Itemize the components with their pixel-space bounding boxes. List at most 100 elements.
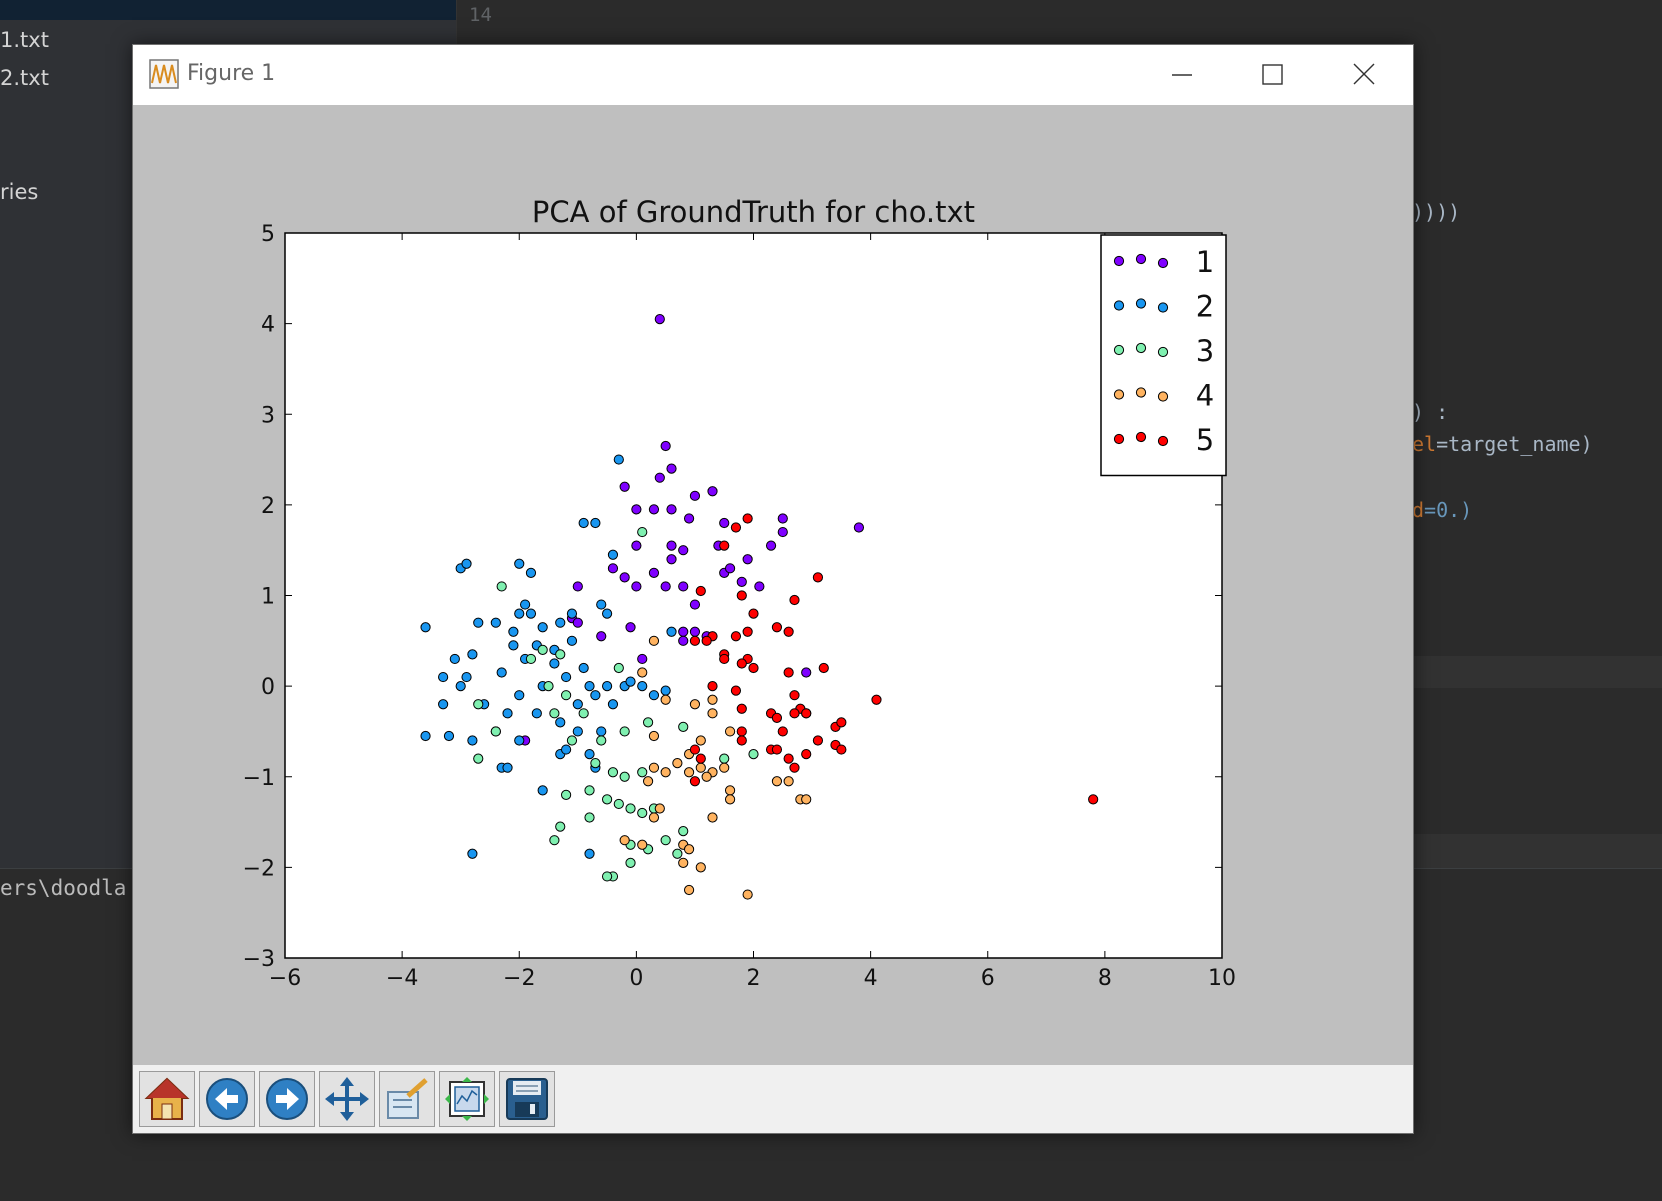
scatter-point-series-3 — [637, 526, 648, 538]
scatter-point-series-5 — [742, 626, 753, 637]
scatter-point-series-4 — [707, 694, 718, 705]
scatter-point-series-4 — [683, 844, 695, 855]
scatter-point-series-5 — [801, 708, 812, 719]
scatter-point-series-3 — [584, 812, 595, 823]
scatter-point-series-4 — [783, 776, 794, 787]
scatter-point-series-2 — [566, 635, 578, 646]
scatter-point-series-1 — [678, 545, 689, 556]
scatter-point-series-5 — [801, 748, 812, 760]
scatter-point-series-3 — [607, 767, 619, 778]
scatter-point-series-2 — [549, 658, 560, 669]
scatter-point-series-4 — [648, 812, 660, 823]
x-tick-label: −6 — [269, 966, 301, 991]
minimize-button[interactable] — [1159, 53, 1205, 97]
code-keyword: el — [1412, 432, 1437, 456]
zoom-button[interactable] — [379, 1071, 435, 1127]
scatter-point-series-5 — [789, 762, 800, 773]
home-button[interactable] — [139, 1071, 195, 1127]
scatter-point-series-3 — [601, 871, 613, 882]
legend-marker — [1157, 302, 1169, 313]
back-arrow-icon — [206, 1078, 248, 1120]
back-button[interactable] — [199, 1071, 255, 1127]
scatter-point-series-2 — [666, 626, 677, 637]
scatter-point-series-2 — [537, 785, 548, 796]
scatter-point-series-3 — [625, 803, 636, 814]
x-tick-label: 0 — [629, 966, 643, 991]
code-fragment: ) : — [1412, 400, 1449, 424]
scatter-point-series-5 — [812, 572, 824, 583]
scatter-point-series-4 — [648, 762, 660, 773]
code-number: =0.) — [1424, 498, 1473, 522]
subplots-button[interactable] — [439, 1071, 495, 1127]
scatter-point-series-5 — [748, 608, 759, 619]
maximize-button[interactable] — [1249, 53, 1295, 97]
scatter-point-series-3 — [525, 653, 537, 665]
scatter-point-series-3 — [561, 789, 572, 800]
scatter-point-series-1 — [660, 440, 671, 452]
pan-button[interactable] — [319, 1071, 375, 1127]
scatter-point-series-1 — [707, 486, 718, 497]
scatter-point-series-1 — [654, 472, 665, 483]
scatter-point-series-1 — [648, 504, 660, 515]
matplotlib-app-icon — [149, 59, 179, 89]
forward-button[interactable] — [259, 1071, 315, 1127]
scatter-point-series-1 — [619, 572, 630, 583]
scatter-point-series-3 — [473, 753, 484, 764]
ide-file-item[interactable]: 1.txt — [0, 28, 49, 52]
scatter-point-series-2 — [514, 690, 525, 701]
scatter-point-series-3 — [584, 785, 595, 796]
scatter-point-series-2 — [514, 735, 525, 746]
scatter-point-series-4 — [695, 862, 706, 873]
save-button[interactable] — [499, 1071, 555, 1127]
scatter-point-series-5 — [777, 726, 788, 737]
scatter-point-series-1 — [648, 567, 660, 578]
scatter-point-series-2 — [561, 671, 572, 683]
scatter-point-series-1 — [754, 581, 765, 592]
scatter-point-series-2 — [584, 748, 595, 760]
scatter-point-series-5 — [730, 522, 742, 533]
scatter-point-series-3 — [555, 821, 566, 832]
figure-canvas[interactable]: PCA of GroundTruth for cho.txt −6 −4 −2 0 2 4 6… — [133, 105, 1413, 1065]
close-button[interactable] — [1341, 53, 1387, 97]
scatter-point-series-1 — [678, 635, 689, 646]
scatter-point-series-2 — [572, 726, 583, 737]
legend-label: 3 — [1196, 334, 1214, 368]
scatter-point-series-4 — [701, 771, 712, 782]
scatter-point-series-3 — [619, 726, 630, 737]
scatter-point-series-5 — [771, 622, 783, 633]
scatter-point-series-1 — [666, 504, 677, 515]
scatter-point-series-3 — [619, 771, 630, 782]
scatter-point-series-2 — [520, 599, 531, 610]
scatter-point-series-1 — [724, 563, 736, 574]
scatter-point-series-4 — [724, 726, 736, 737]
scatter-point-series-2 — [660, 685, 671, 696]
scatter-point-series-4 — [654, 803, 665, 814]
window-titlebar[interactable]: Figure 1 — [133, 45, 1413, 105]
scatter-point-series-5 — [730, 685, 742, 696]
scatter-point-series-3 — [625, 857, 636, 868]
scatter-point-series-2 — [461, 671, 472, 683]
scatter-point-series-5 — [812, 735, 824, 746]
scatter-point-series-1 — [666, 554, 677, 565]
ide-file-item[interactable]: 2.txt — [0, 66, 49, 90]
scatter-point-series-4 — [619, 835, 630, 846]
scatter-point-series-5 — [789, 594, 800, 606]
legend-marker — [1113, 389, 1125, 400]
scatter-point-series-3 — [566, 735, 578, 746]
y-tick-label: −1 — [243, 766, 275, 791]
scatter-point-series-1 — [631, 540, 642, 551]
scatter-point-series-2 — [584, 848, 595, 859]
scatter-point-series-1 — [631, 504, 642, 515]
scatter-point-series-2 — [555, 717, 566, 728]
scatter-point-series-2 — [537, 622, 548, 633]
home-icon — [144, 1077, 190, 1120]
code-fragment: )))) — [1412, 200, 1461, 224]
scatter-point-series-1 — [654, 313, 665, 325]
scatter-point-series-3 — [678, 826, 689, 837]
scatter-point-series-1 — [853, 522, 865, 533]
scatter-point-series-5 — [748, 662, 759, 674]
scatter-point-series-2 — [443, 730, 455, 742]
navigation-toolbar — [133, 1065, 1413, 1133]
scatter-point-series-3 — [496, 581, 507, 592]
scatter-point-series-5 — [736, 726, 747, 737]
